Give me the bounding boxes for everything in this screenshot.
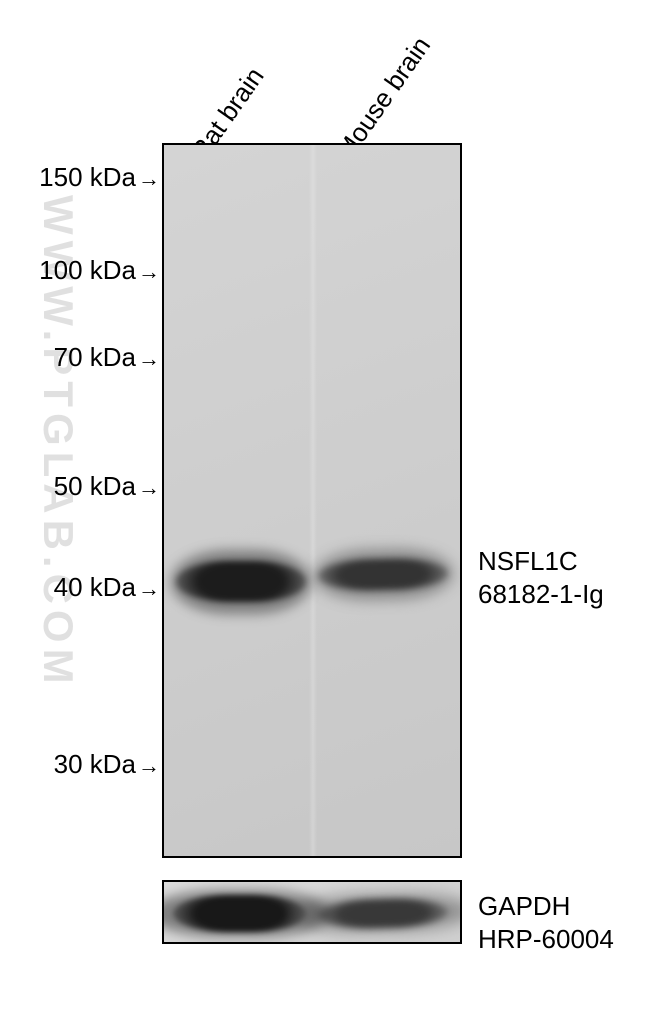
mw-marker-text: 70 kDa <box>54 342 136 373</box>
mw-marker-text: 150 kDa <box>39 162 136 193</box>
arrow-right-icon: → <box>138 475 160 501</box>
arrow-right-icon: → <box>138 753 160 779</box>
mw-marker-40kDa: 40 kDa→ <box>0 572 160 603</box>
mw-marker-70kDa: 70 kDa→ <box>0 342 160 373</box>
mw-marker-100kDa: 100 kDa→ <box>0 255 160 286</box>
annotation-2: GAPDHHRP-60004 <box>478 890 614 955</box>
mw-marker-text: 100 kDa <box>39 255 136 286</box>
band-lane1 <box>173 895 306 932</box>
arrow-right-icon: → <box>138 259 160 285</box>
annotation-2-line-2: HRP-60004 <box>478 923 614 956</box>
mw-marker-50kDa: 50 kDa→ <box>0 471 160 502</box>
mw-marker-150kDa: 150 kDa→ <box>0 162 160 193</box>
annotation-1-line-1: NSFL1C <box>478 545 604 578</box>
annotation-1: NSFL1C68182-1-Ig <box>478 545 604 610</box>
arrow-right-icon: → <box>138 576 160 602</box>
band-lane1 <box>176 561 306 602</box>
lane-divider <box>309 145 317 856</box>
western-blot-figure: WWW.PTGLAB.COM Rat brainMouse brain 150 … <box>0 0 645 1011</box>
mw-marker-text: 40 kDa <box>54 572 136 603</box>
arrow-right-icon: → <box>138 346 160 372</box>
loading-blot-panel <box>162 880 462 944</box>
main-blot-panel <box>162 143 462 858</box>
annotation-1-line-2: 68182-1-Ig <box>478 578 604 611</box>
annotation-2-line-1: GAPDH <box>478 890 614 923</box>
mw-marker-text: 30 kDa <box>54 749 136 780</box>
mw-marker-30kDa: 30 kDa→ <box>0 749 160 780</box>
mw-marker-text: 50 kDa <box>54 471 136 502</box>
arrow-right-icon: → <box>138 166 160 192</box>
